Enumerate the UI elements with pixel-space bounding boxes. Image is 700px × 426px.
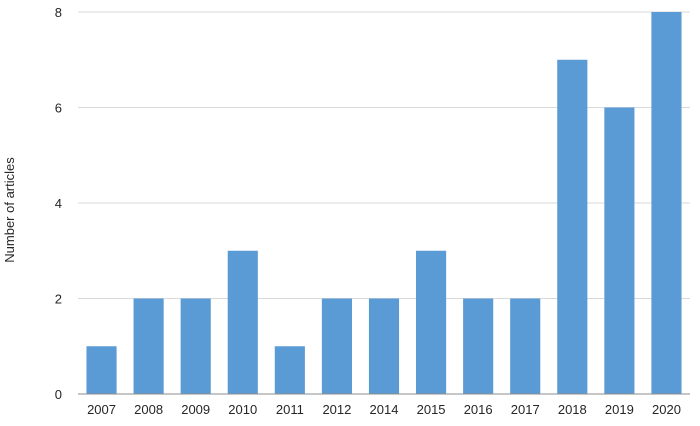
bar-2018 (557, 59, 588, 394)
x-tick-label: 2012 (322, 402, 351, 417)
bar-2020 (651, 12, 682, 394)
y-tick-label: 2 (55, 292, 62, 307)
bar-2015 (416, 250, 447, 394)
x-tick-label: 2020 (652, 402, 681, 417)
x-tick-label: 2008 (134, 402, 163, 417)
y-tick-label: 0 (55, 387, 62, 402)
bar-2012 (321, 298, 352, 394)
bar-2009 (180, 298, 211, 394)
gridlines (78, 11, 690, 299)
x-tick-labels: 2007 2008 2009 2010 2011 2012 2014 2015 2016 2017… (87, 402, 681, 417)
bar-2007 (86, 346, 117, 394)
x-tick-label: 2011 (276, 402, 304, 417)
bar-2010 (227, 250, 258, 394)
bar-2017 (510, 298, 541, 394)
x-tick-label: 2010 (228, 402, 257, 417)
y-tick-label: 4 (55, 196, 62, 211)
bar-2019 (604, 107, 635, 394)
y-tick-label: 6 (55, 101, 62, 116)
x-tick-label: 2015 (417, 402, 446, 417)
x-tick-label: 2017 (511, 402, 540, 417)
bars (86, 12, 682, 394)
bar-2008 (133, 298, 164, 394)
bar-2011 (274, 346, 305, 394)
x-tick-label: 2014 (370, 402, 399, 417)
x-tick-label: 2009 (181, 402, 210, 417)
x-tick-label: 2016 (464, 402, 493, 417)
y-tick-labels: 0 2 4 6 8 (55, 5, 62, 402)
x-tick-label: 2007 (87, 402, 116, 417)
x-tick-label: 2019 (605, 402, 634, 417)
x-tick-label: 2018 (558, 402, 587, 417)
bar-2016 (463, 298, 494, 394)
bar-2014 (368, 298, 400, 394)
y-axis-label: Number of articles (2, 157, 17, 263)
y-tick-label: 8 (55, 5, 62, 20)
